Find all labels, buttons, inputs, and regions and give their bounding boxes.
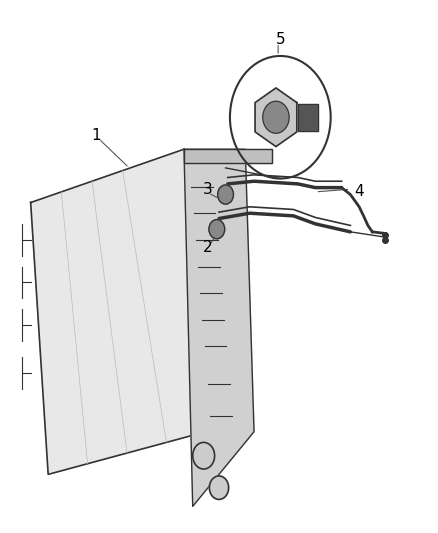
Polygon shape bbox=[255, 88, 297, 147]
Text: 5: 5 bbox=[276, 33, 285, 47]
Circle shape bbox=[218, 185, 233, 204]
Text: 1: 1 bbox=[92, 128, 101, 143]
Polygon shape bbox=[184, 149, 254, 506]
Circle shape bbox=[209, 476, 229, 499]
Text: 2: 2 bbox=[203, 240, 213, 255]
Polygon shape bbox=[184, 149, 272, 163]
Circle shape bbox=[263, 101, 289, 133]
Text: 4: 4 bbox=[354, 184, 364, 199]
Circle shape bbox=[209, 220, 225, 239]
Polygon shape bbox=[298, 104, 318, 131]
Text: 3: 3 bbox=[203, 182, 213, 197]
Polygon shape bbox=[31, 149, 245, 474]
Circle shape bbox=[193, 442, 215, 469]
